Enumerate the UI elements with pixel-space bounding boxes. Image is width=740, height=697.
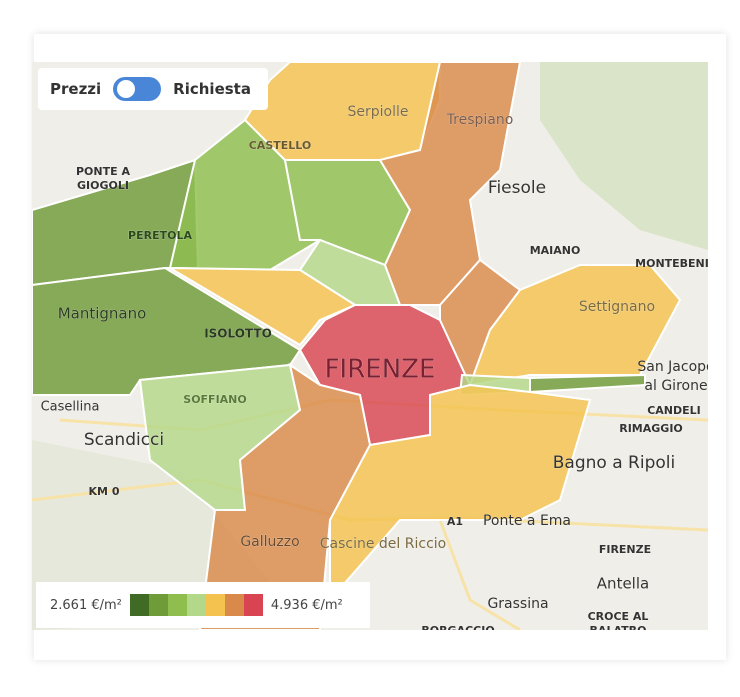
legend-min: 2.661 €/m² [50,597,122,613]
legend-max: 4.936 €/m² [270,597,343,613]
legend-swatches [129,594,263,616]
place-label: CASTELLO [249,139,312,152]
place-label: al Girone [644,378,707,394]
legend-swatch [186,594,206,616]
place-label: CROCE AL [588,610,649,623]
legend-swatch [205,594,225,616]
place-label: CANDELI [647,404,701,417]
price-zone [198,362,372,630]
legend-swatch [148,594,168,616]
place-label: Mantignano [58,305,147,323]
place-label: Settignano [579,299,655,315]
place-label: Trespiano [446,112,514,128]
place-label: PERETOLA [128,229,192,242]
place-label: BORGACCIO [421,624,494,637]
price-zone [378,62,522,306]
price-zone [166,266,358,347]
place-label: Fiesole [488,178,546,198]
place-label: Cascine del Riccio [320,536,446,552]
place-label: San Jacopo [637,359,714,375]
switch[interactable] [113,77,162,101]
place-label: ISOLOTTO [204,327,272,341]
legend-swatch [243,594,263,616]
place-label: PONTE A [76,165,130,178]
place-label: KM 0 [89,485,120,498]
place-label: GIOGOLI [77,179,129,192]
place-label: Scandicci [84,430,164,450]
legend-swatch [129,594,149,616]
place-label: FIRENZE [325,355,436,385]
place-label: SOFFIANO [183,393,246,406]
legend: 2.661 €/m² 4.936 €/m² [36,582,370,628]
toggle-right-label: Richiesta [173,80,251,98]
place-label: MONTEBENI [635,257,709,270]
place-label: Ponte a Ema [483,513,571,529]
place-label: MAIANO [530,244,581,257]
place-label: Bagno a Ripoli [553,453,675,473]
legend-swatch [224,594,244,616]
place-label: Grassina [487,596,548,612]
place-label: Serpiolle [348,104,409,120]
place-label: Casellina [41,400,100,415]
switch-knob [117,80,136,98]
toggle-left-label: Prezzi [50,80,102,98]
place-label: BALATRO [590,624,647,637]
place-label: FIRENZE [599,543,651,556]
legend-swatch [167,594,187,616]
place-label: A1 [447,515,463,528]
price-toggle[interactable]: Prezzi Richiesta [38,68,268,110]
place-label: RIMAGGIO [619,422,683,435]
hill-area [540,62,708,250]
place-label: Antella [597,575,649,593]
place-label: Galluzzo [240,534,299,550]
